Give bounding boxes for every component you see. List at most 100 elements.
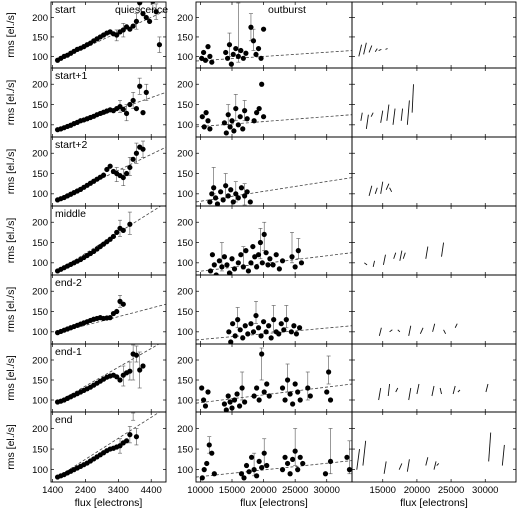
segment-mark xyxy=(374,48,378,52)
data-point xyxy=(137,83,143,89)
y-axis-title: rms [el./s] xyxy=(5,218,17,264)
segment-mark xyxy=(431,385,435,397)
data-point xyxy=(290,456,296,462)
data-point xyxy=(248,321,254,327)
data-point xyxy=(230,51,236,58)
segment-mark xyxy=(372,260,375,267)
data-point xyxy=(127,26,133,32)
data-point xyxy=(231,266,238,272)
y-tick-label: 100 xyxy=(32,465,48,476)
data-point xyxy=(133,18,140,25)
x-tick-label: 25000 xyxy=(282,485,308,496)
panel-frame xyxy=(351,67,517,138)
y-axis-title: rms [el./s] xyxy=(5,80,17,126)
data-point xyxy=(199,114,205,120)
panel-frame xyxy=(195,274,353,345)
y-tick-label: 150 xyxy=(177,238,193,249)
data-point xyxy=(273,252,279,258)
data-point xyxy=(204,460,210,467)
y-tick-label: 150 xyxy=(32,238,48,249)
y-tick-label: 150 xyxy=(32,100,48,111)
panel-plot-area xyxy=(54,344,160,405)
data-point xyxy=(127,101,133,108)
panel-plot-area xyxy=(54,140,166,203)
data-point xyxy=(212,195,219,201)
panel-frame xyxy=(351,136,517,207)
data-point xyxy=(259,81,265,87)
segment-mark xyxy=(378,48,382,51)
x-tick-label: 3400 xyxy=(108,485,129,496)
trend-line xyxy=(196,325,352,341)
data-point xyxy=(223,183,229,189)
data-point xyxy=(117,377,123,383)
data-point xyxy=(270,262,276,268)
panel-grid: 100 150 200 start 100 150 200 start+1 100 150 200 s… xyxy=(32,1,517,483)
data-point xyxy=(120,174,126,181)
y-tick-label: 100 xyxy=(32,52,48,63)
data-point xyxy=(228,61,234,67)
data-point xyxy=(245,331,251,337)
y-tick-label: 150 xyxy=(177,32,193,43)
data-point xyxy=(254,264,260,270)
data-point xyxy=(297,454,303,460)
data-point xyxy=(224,262,230,268)
segment-mark xyxy=(488,432,492,462)
panel-r3-c1: 100 150 200 xyxy=(177,205,353,276)
y-tick-label: 200 xyxy=(32,424,48,435)
segment-mark xyxy=(356,448,360,470)
segment-mark xyxy=(406,100,410,125)
data-point xyxy=(150,2,156,4)
segment-mark xyxy=(382,254,386,265)
panel-r2-c0: 100 150 200 start+2 xyxy=(32,136,167,207)
segment-mark xyxy=(383,461,387,474)
data-point xyxy=(200,397,207,403)
data-point xyxy=(123,438,130,444)
data-point xyxy=(218,189,224,195)
panel-frame xyxy=(351,205,517,276)
data-point xyxy=(279,467,286,473)
data-point xyxy=(140,363,146,369)
data-point xyxy=(255,252,262,258)
data-point xyxy=(226,270,233,275)
data-point xyxy=(235,53,241,59)
y-axis-title: rms [el./s] xyxy=(5,287,17,333)
y-tick-label: 200 xyxy=(32,80,48,91)
data-point xyxy=(209,450,215,456)
data-point xyxy=(281,327,287,333)
data-point xyxy=(238,47,244,54)
data-point xyxy=(256,105,262,112)
data-point xyxy=(114,229,120,235)
data-point xyxy=(209,59,215,65)
y-tick-label: 100 xyxy=(177,258,193,269)
panel-plot-area xyxy=(196,81,352,136)
panel-frame xyxy=(351,274,517,345)
data-point xyxy=(256,397,262,403)
data-point xyxy=(261,389,267,395)
segment-mark xyxy=(441,242,445,257)
data-point xyxy=(225,193,231,199)
data-point xyxy=(233,105,239,112)
segment-mark xyxy=(389,187,393,192)
data-point xyxy=(276,266,282,272)
segment-mark xyxy=(397,329,401,333)
data-point xyxy=(240,126,246,132)
data-point xyxy=(322,471,329,477)
segment-mark xyxy=(443,329,447,335)
segment-mark xyxy=(454,323,458,328)
y-tick-label: 200 xyxy=(32,149,48,160)
data-point xyxy=(127,368,133,374)
data-point xyxy=(279,385,286,391)
data-point xyxy=(276,331,282,337)
segment-mark xyxy=(387,383,391,397)
data-point xyxy=(291,323,297,329)
data-point xyxy=(327,458,334,465)
data-point xyxy=(244,116,250,122)
data-point xyxy=(239,385,245,391)
x-tick-label: 1400 xyxy=(42,485,63,496)
data-point xyxy=(100,172,107,178)
data-point xyxy=(137,2,143,6)
data-point xyxy=(232,333,238,339)
data-point xyxy=(243,50,249,56)
data-point xyxy=(244,189,250,195)
y-axis-titles: rms [el./s] rms [el./s] rms [el./s] rms [el… xyxy=(5,12,17,470)
